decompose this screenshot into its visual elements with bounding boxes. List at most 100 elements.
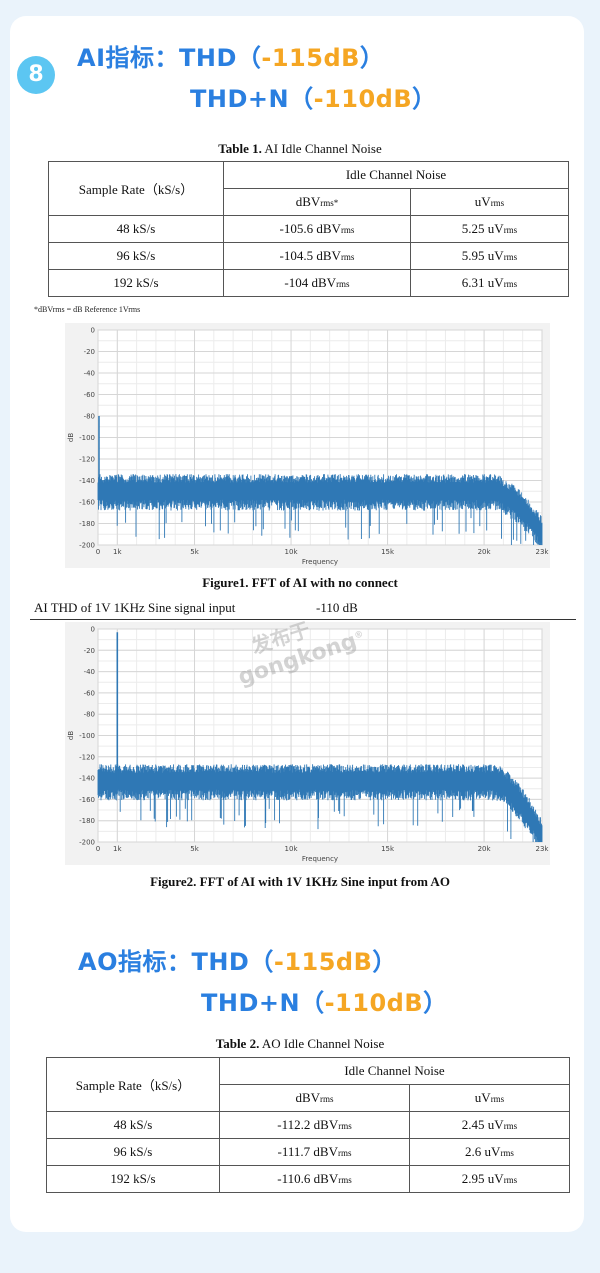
ai-heading-close: ） [359, 44, 385, 72]
thd-line-label: AI THD of 1V 1KHz Sine signal input [34, 600, 236, 615]
table2-col-sample: Sample Rate（kS/s） [46, 1057, 220, 1112]
table1-col-group: Idle Channel Noise [223, 161, 569, 189]
table1-rate-cell: 48 kS/s [48, 215, 224, 243]
noise-trace [97, 764, 543, 842]
y-axis-label: dB [67, 433, 75, 442]
table1-rate-cell: 192 kS/s [48, 269, 224, 297]
table1-uv-sub: rms [503, 225, 518, 235]
ao-thd-value: -115dB [273, 948, 373, 976]
table2-rate-cell: 96 kS/s [46, 1138, 220, 1166]
table2-dbv-sub: rms [338, 1121, 352, 1131]
y-tick-label: -20 [84, 647, 95, 655]
x-tick-label: 15k [381, 548, 395, 556]
y-tick-label: -140 [79, 775, 95, 783]
table2-uv-value: 2.45 uV [461, 1117, 504, 1132]
y-tick-label: -200 [79, 839, 95, 847]
ai-thdn-close: ） [412, 85, 437, 113]
table1-col-uv-text: uV [474, 194, 491, 209]
divider [30, 619, 576, 620]
ao-heading-prefix: AO指标：THD（ [78, 948, 274, 976]
table1-uv-cell: 5.25 uVrms [410, 215, 569, 243]
table-row: 96 kS/s -104.5 dBVrms 5.95 uVrms [48, 242, 569, 270]
y-axis-label: dB [67, 731, 75, 740]
x-tick-label: 20k [478, 548, 492, 556]
table1-dbv-sub: rms [336, 279, 350, 289]
table1-dbv-value: -104.5 dBV [279, 248, 341, 263]
ai-heading-prefix: AI指标：THD（ [77, 44, 262, 72]
table2-uv-value: 2.6 uV [465, 1144, 501, 1159]
y-tick-label: 0 [91, 626, 95, 634]
table2-col-group: Idle Channel Noise [219, 1057, 570, 1085]
table2-uv-cell: 2.45 uVrms [409, 1111, 570, 1139]
section-number-badge: 8 [17, 56, 55, 94]
x-axis-label: Frequency [302, 558, 338, 566]
table1-col-dbv-text: dBV [295, 194, 321, 209]
table2-col-uv: uVrms [409, 1084, 570, 1112]
table-row: 192 kS/s -110.6 dBVrms 2.95 uVrms [46, 1165, 570, 1193]
x-axis-label: Frequency [302, 855, 338, 863]
table1-caption-text: AI Idle Channel Noise [261, 141, 382, 156]
table2-caption-text: AO Idle Channel Noise [259, 1036, 385, 1051]
table1-col-uv-sub: rms [490, 198, 505, 208]
fft-chart-2: 0 -20 -40 -60 -80 -100 -120 -140 -160 -180 -200 0 1k… [65, 622, 550, 865]
table1-col-dbv: dBVrms* [223, 188, 411, 216]
x-tick-label: 10k [285, 845, 299, 853]
table1-col-uv: uVrms [410, 188, 569, 216]
table1-uv-sub: rms [503, 279, 518, 289]
y-tick-label: -180 [79, 520, 95, 528]
y-tick-label: 0 [91, 327, 95, 335]
y-tick-label: -200 [79, 542, 95, 550]
table1-dbv-sub: rms [340, 252, 355, 262]
table1: Sample Rate（kS/s） Idle Channel Noise dBV… [48, 161, 569, 297]
table2-dbv-value: -111.7 dBV [277, 1144, 338, 1159]
x-tick-label: 5k [190, 845, 199, 853]
ai-thdn-prefix: THD+N（ [190, 85, 314, 113]
table1-caption: Table 1. AI Idle Channel Noise [0, 141, 600, 157]
x-tick-label: 1k [113, 845, 122, 853]
table1-col-sample: Sample Rate（kS/s） [48, 161, 224, 216]
table1-uv-cell: 6.31 uVrms [410, 269, 569, 297]
table2-col-dbv: dBVrms [219, 1084, 410, 1112]
ao-thdn-heading: THD+N（-110dB） [201, 983, 448, 1018]
table2-caption: Table 2. AO Idle Channel Noise [0, 1036, 600, 1052]
table2-uv-sub: rms [500, 1148, 514, 1158]
table1-dbv-value: -104 dBV [284, 275, 337, 290]
table1-col-dbv-sub: rms* [320, 198, 339, 208]
table1-dbv-cell: -104.5 dBVrms [223, 242, 411, 270]
table2-dbv-cell: -110.6 dBVrms [219, 1165, 410, 1193]
table-row: 48 kS/s -105.6 dBVrms 5.25 uVrms [48, 215, 569, 243]
x-tick-label: 0 [96, 845, 100, 853]
table1-uv-value: 5.95 uV [461, 248, 504, 263]
table-row: 192 kS/s -104 dBVrms 6.31 uVrms [48, 269, 569, 297]
y-tick-label: -100 [79, 434, 95, 442]
x-tick-label: 15k [381, 845, 395, 853]
x-tick-label: 23k [536, 548, 550, 556]
table1-dbv-cell: -105.6 dBVrms [223, 215, 411, 243]
table-row: 96 kS/s -111.7 dBVrms 2.6 uVrms [46, 1138, 570, 1166]
ai-thdn-heading: THD+N（-110dB） [190, 79, 437, 114]
ai-thd-value: -115dB [261, 44, 360, 72]
table2: Sample Rate（kS/s） Idle Channel Noise dBV… [46, 1057, 570, 1193]
y-tick-label: -60 [84, 391, 95, 399]
table2-uv-cell: 2.95 uVrms [409, 1165, 570, 1193]
table2-col-dbv-sub: rms [320, 1094, 334, 1104]
table1-footnote: *dBVrms = dB Reference 1Vrms [34, 305, 141, 314]
table2-dbv-cell: -112.2 dBVrms [219, 1111, 410, 1139]
y-tick-label: -120 [79, 753, 95, 761]
table1-uv-cell: 5.95 uVrms [410, 242, 569, 270]
y-tick-label: -120 [79, 456, 95, 464]
table2-dbv-value: -112.2 dBV [277, 1117, 339, 1132]
ao-thdn-value: -110dB [324, 989, 424, 1017]
table2-uv-value: 2.95 uV [461, 1171, 504, 1186]
table2-dbv-cell: -111.7 dBVrms [219, 1138, 410, 1166]
y-tick-label: -20 [84, 348, 95, 356]
table1-dbv-value: -105.6 dBV [279, 221, 341, 236]
y-tick-label: -60 [84, 689, 95, 697]
table2-rate-cell: 192 kS/s [46, 1165, 220, 1193]
y-tick-label: -80 [84, 413, 95, 421]
table2-dbv-value: -110.6 dBV [277, 1171, 339, 1186]
x-tick-label: 1k [113, 548, 122, 556]
table2-col-uv-text: uV [474, 1090, 491, 1105]
